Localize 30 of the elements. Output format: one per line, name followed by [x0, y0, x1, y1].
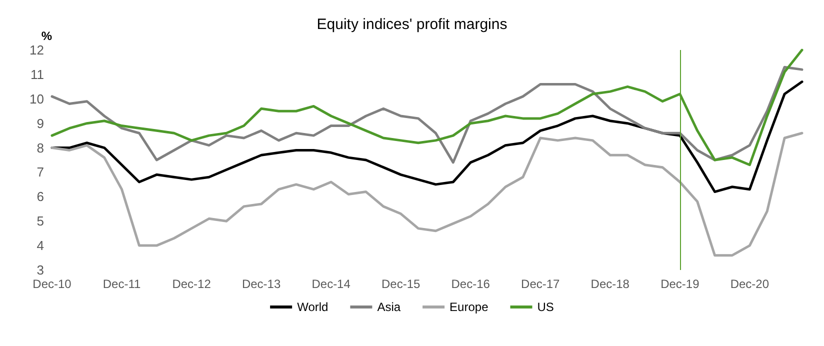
x-tick-label: Dec-20 [730, 277, 770, 291]
x-tick-label: Dec-10 [32, 277, 72, 291]
y-tick-label: 12 [30, 42, 44, 58]
x-tick-label: Dec-17 [521, 277, 560, 291]
y-axis-title: % [41, 29, 52, 43]
x-tick-label: Dec-14 [312, 277, 351, 291]
x-tick-label: Dec-16 [451, 277, 490, 291]
y-tick-label: 5 [36, 214, 44, 229]
x-tick-label: Dec-13 [242, 277, 281, 291]
chart-title: Equity indices' profit margins [316, 16, 508, 33]
line-series [50, 66, 804, 164]
legend-label: US [537, 300, 554, 314]
x-tick-label: Dec-15 [381, 277, 421, 291]
line-series [50, 80, 804, 194]
y-tick-label: 8 [36, 140, 44, 156]
y-tick-label: 9 [36, 116, 44, 131]
y-tick-label: 7 [36, 164, 44, 180]
x-tick-label: Dec-18 [590, 277, 630, 291]
line-series [50, 132, 804, 257]
legend-label: World [297, 300, 328, 314]
x-tick-label: Dec-19 [660, 277, 700, 291]
x-tick-label: Dec-11 [102, 277, 141, 291]
y-tick-label: 11 [30, 66, 44, 82]
legend-label: Europe [450, 300, 489, 314]
y-tick-label: 3 [36, 262, 44, 278]
y-tick-label: 4 [36, 238, 44, 254]
x-tick-label: Dec-12 [172, 277, 212, 291]
y-tick-label: 10 [30, 91, 44, 106]
y-tick-label: 6 [36, 189, 44, 204]
legend-label: Asia [377, 300, 401, 314]
